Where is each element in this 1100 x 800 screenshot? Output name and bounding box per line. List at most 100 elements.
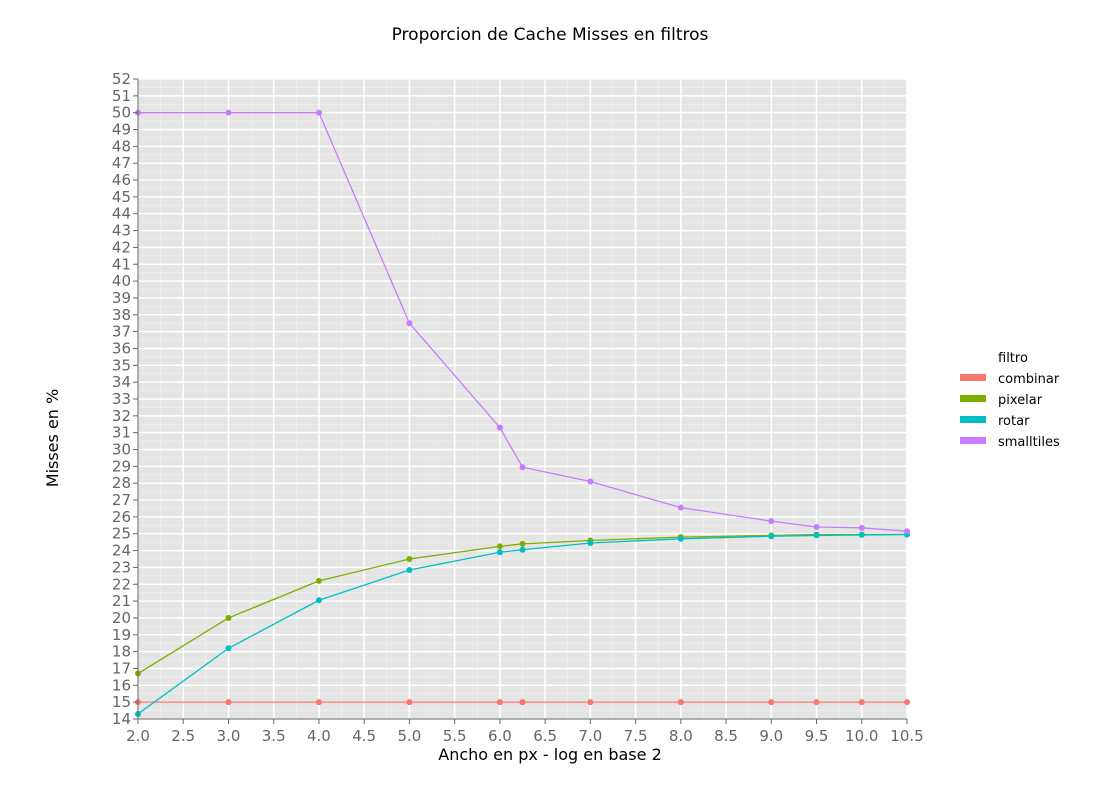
data-point-smalltiles	[225, 109, 232, 116]
y-tick-label: 25	[112, 525, 131, 543]
data-point-smalltiles	[904, 528, 910, 535]
data-point-smalltiles	[813, 524, 820, 530]
y-tick-label: 47	[112, 154, 131, 172]
x-tick-label: 3.0	[217, 727, 241, 745]
series-rotar	[135, 531, 910, 717]
y-tick-label: 44	[112, 205, 131, 223]
y-tick-label: 32	[112, 407, 131, 425]
x-tick-label: 8.0	[669, 727, 693, 745]
y-tick-label: 30	[112, 441, 131, 459]
data-point-rotar	[813, 532, 820, 539]
data-point-pixelar	[315, 577, 322, 584]
legend-swatch-rotar	[960, 416, 986, 423]
y-tick-label: 46	[112, 171, 131, 189]
y-tick-label: 22	[112, 575, 131, 593]
y-tick-label: 18	[112, 643, 131, 661]
data-point-combinar	[225, 699, 232, 706]
grid-minor	[138, 79, 907, 719]
series-smalltiles	[135, 109, 910, 535]
data-point-smalltiles	[519, 464, 526, 471]
y-tick-label: 41	[112, 255, 131, 273]
data-point-pixelar	[519, 540, 526, 547]
legend-swatch-combinar	[960, 374, 986, 381]
x-tick-label: 7.0	[578, 727, 602, 745]
legend-label-pixelar: pixelar	[998, 393, 1043, 408]
y-tick-label: 52	[112, 70, 131, 88]
y-axis: 1415161718192021222324252627282930313233…	[112, 70, 139, 728]
y-tick-label: 39	[112, 289, 131, 307]
x-tick-label: 2.0	[126, 727, 150, 745]
x-tick-label: 3.5	[262, 727, 286, 745]
x-tick-label: 6.5	[533, 727, 557, 745]
x-tick-label: 4.0	[307, 727, 331, 745]
y-tick-label: 38	[112, 306, 131, 324]
chart-title: Proporcion de Cache Misses en filtros	[392, 25, 709, 45]
x-tick-label: 10.5	[890, 727, 923, 745]
y-tick-label: 48	[112, 137, 131, 155]
x-tick-label: 10.0	[845, 727, 878, 745]
legend-title: filtro	[998, 351, 1028, 366]
data-point-combinar	[677, 699, 684, 706]
data-point-combinar	[315, 699, 322, 706]
y-tick-label: 20	[112, 609, 131, 627]
y-tick-label: 29	[112, 457, 131, 475]
grid-major	[137, 78, 908, 720]
data-point-pixelar	[225, 614, 232, 621]
data-point-combinar	[768, 699, 775, 706]
x-tick-label: 9.5	[805, 727, 829, 745]
series-line-smalltiles	[138, 112, 908, 532]
y-tick-label: 45	[112, 188, 131, 206]
data-point-rotar	[858, 531, 865, 538]
y-tick-label: 34	[112, 373, 131, 391]
data-point-smalltiles	[768, 518, 775, 525]
x-tick-label: 6.0	[488, 727, 512, 745]
data-point-rotar	[677, 535, 684, 542]
x-tick-label: 5.0	[397, 727, 421, 745]
data-point-combinar	[406, 699, 413, 706]
data-point-combinar	[858, 699, 865, 706]
legend-swatch-pixelar	[960, 395, 986, 402]
legend-swatch-smalltiles	[960, 437, 986, 444]
y-tick-label: 51	[112, 87, 131, 105]
data-point-smalltiles	[677, 504, 684, 511]
data-point-smalltiles	[406, 320, 413, 327]
data-point-combinar	[519, 699, 526, 706]
x-axis-title: Ancho en px - log en base 2	[438, 745, 662, 764]
series-combinar	[135, 699, 910, 706]
x-tick-label: 4.5	[352, 727, 376, 745]
data-point-rotar	[587, 540, 594, 546]
y-tick-label: 33	[112, 390, 131, 408]
y-tick-label: 21	[112, 592, 131, 610]
y-tick-label: 19	[112, 626, 131, 644]
y-tick-label: 31	[112, 424, 131, 442]
y-tick-label: 50	[112, 104, 131, 122]
legend: filtro combinar pixelar rotar smalltiles	[960, 351, 1060, 450]
data-point-pixelar	[496, 543, 503, 550]
series-line-rotar	[137, 533, 908, 715]
data-point-combinar	[904, 699, 910, 706]
y-tick-label: 27	[112, 491, 131, 509]
x-tick-label: 9.0	[759, 727, 783, 745]
x-tick-label: 7.5	[624, 727, 648, 745]
y-tick-label: 43	[112, 222, 131, 240]
y-tick-label: 36	[112, 339, 131, 357]
legend-label-smalltiles: smalltiles	[998, 435, 1060, 450]
y-tick-label: 23	[112, 558, 131, 576]
data-point-smalltiles	[587, 478, 594, 485]
data-point-rotar	[496, 549, 503, 556]
data-point-combinar	[496, 699, 503, 706]
x-tick-label: 5.5	[443, 727, 467, 745]
x-tick-label: 2.5	[171, 727, 195, 745]
y-tick-label: 40	[112, 272, 131, 290]
data-point-smalltiles	[496, 424, 503, 431]
y-tick-label: 14	[112, 710, 131, 728]
y-tick-label: 16	[112, 676, 131, 694]
series-layer	[135, 109, 910, 717]
y-tick-label: 42	[112, 238, 131, 256]
data-point-rotar	[406, 566, 413, 573]
y-tick-label: 49	[112, 121, 131, 139]
y-axis-title: Misses en %	[43, 389, 62, 487]
y-tick-label: 37	[112, 323, 131, 341]
data-point-rotar	[225, 645, 232, 652]
